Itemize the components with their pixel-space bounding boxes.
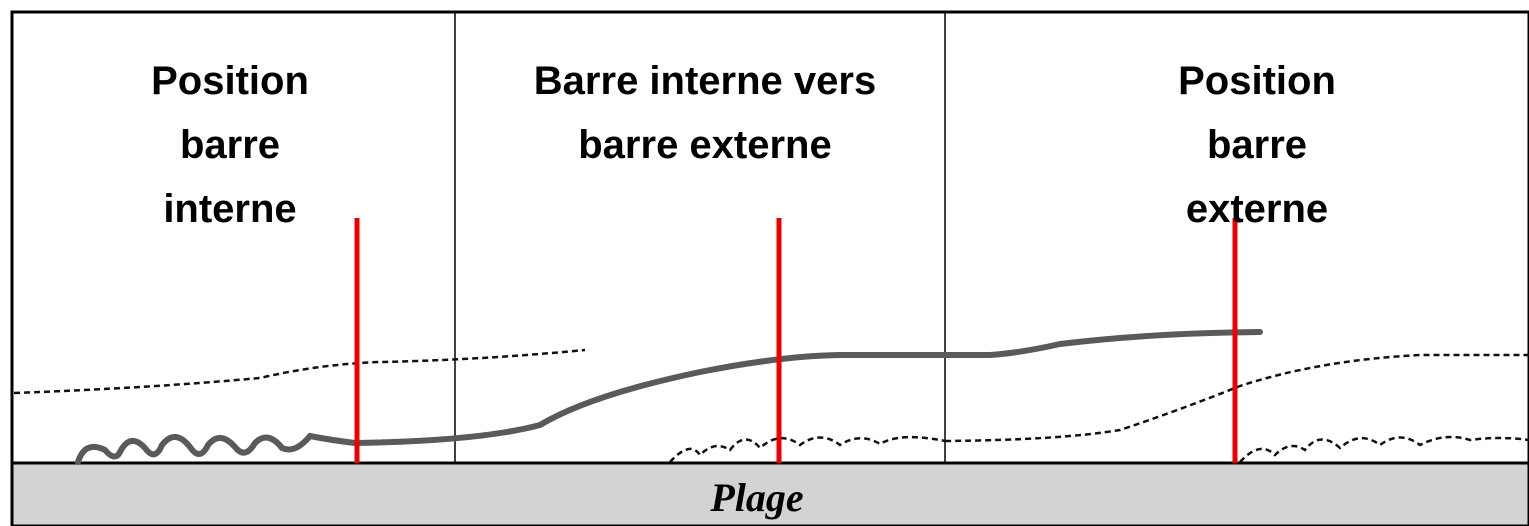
dashed-ripple	[1239, 435, 1529, 463]
panel-label: barre	[1207, 123, 1307, 167]
frame	[10, 10, 1529, 526]
solid-profile	[75, 329, 1263, 465]
dashed-ripple	[669, 435, 946, 463]
beach-band	[12, 463, 1529, 526]
dashed-profile	[944, 353, 1529, 443]
panel-label: barre	[180, 123, 280, 167]
panel-label: externe	[1186, 187, 1328, 231]
panel-label: Barre interne vers	[534, 59, 876, 103]
panel-label: interne	[163, 187, 296, 231]
panel-label: barre externe	[578, 123, 831, 167]
panel-label: Position	[151, 59, 309, 103]
footer-label: Plage	[709, 475, 803, 520]
panel-label: Position	[1178, 59, 1336, 103]
dashed-profile	[13, 348, 586, 395]
